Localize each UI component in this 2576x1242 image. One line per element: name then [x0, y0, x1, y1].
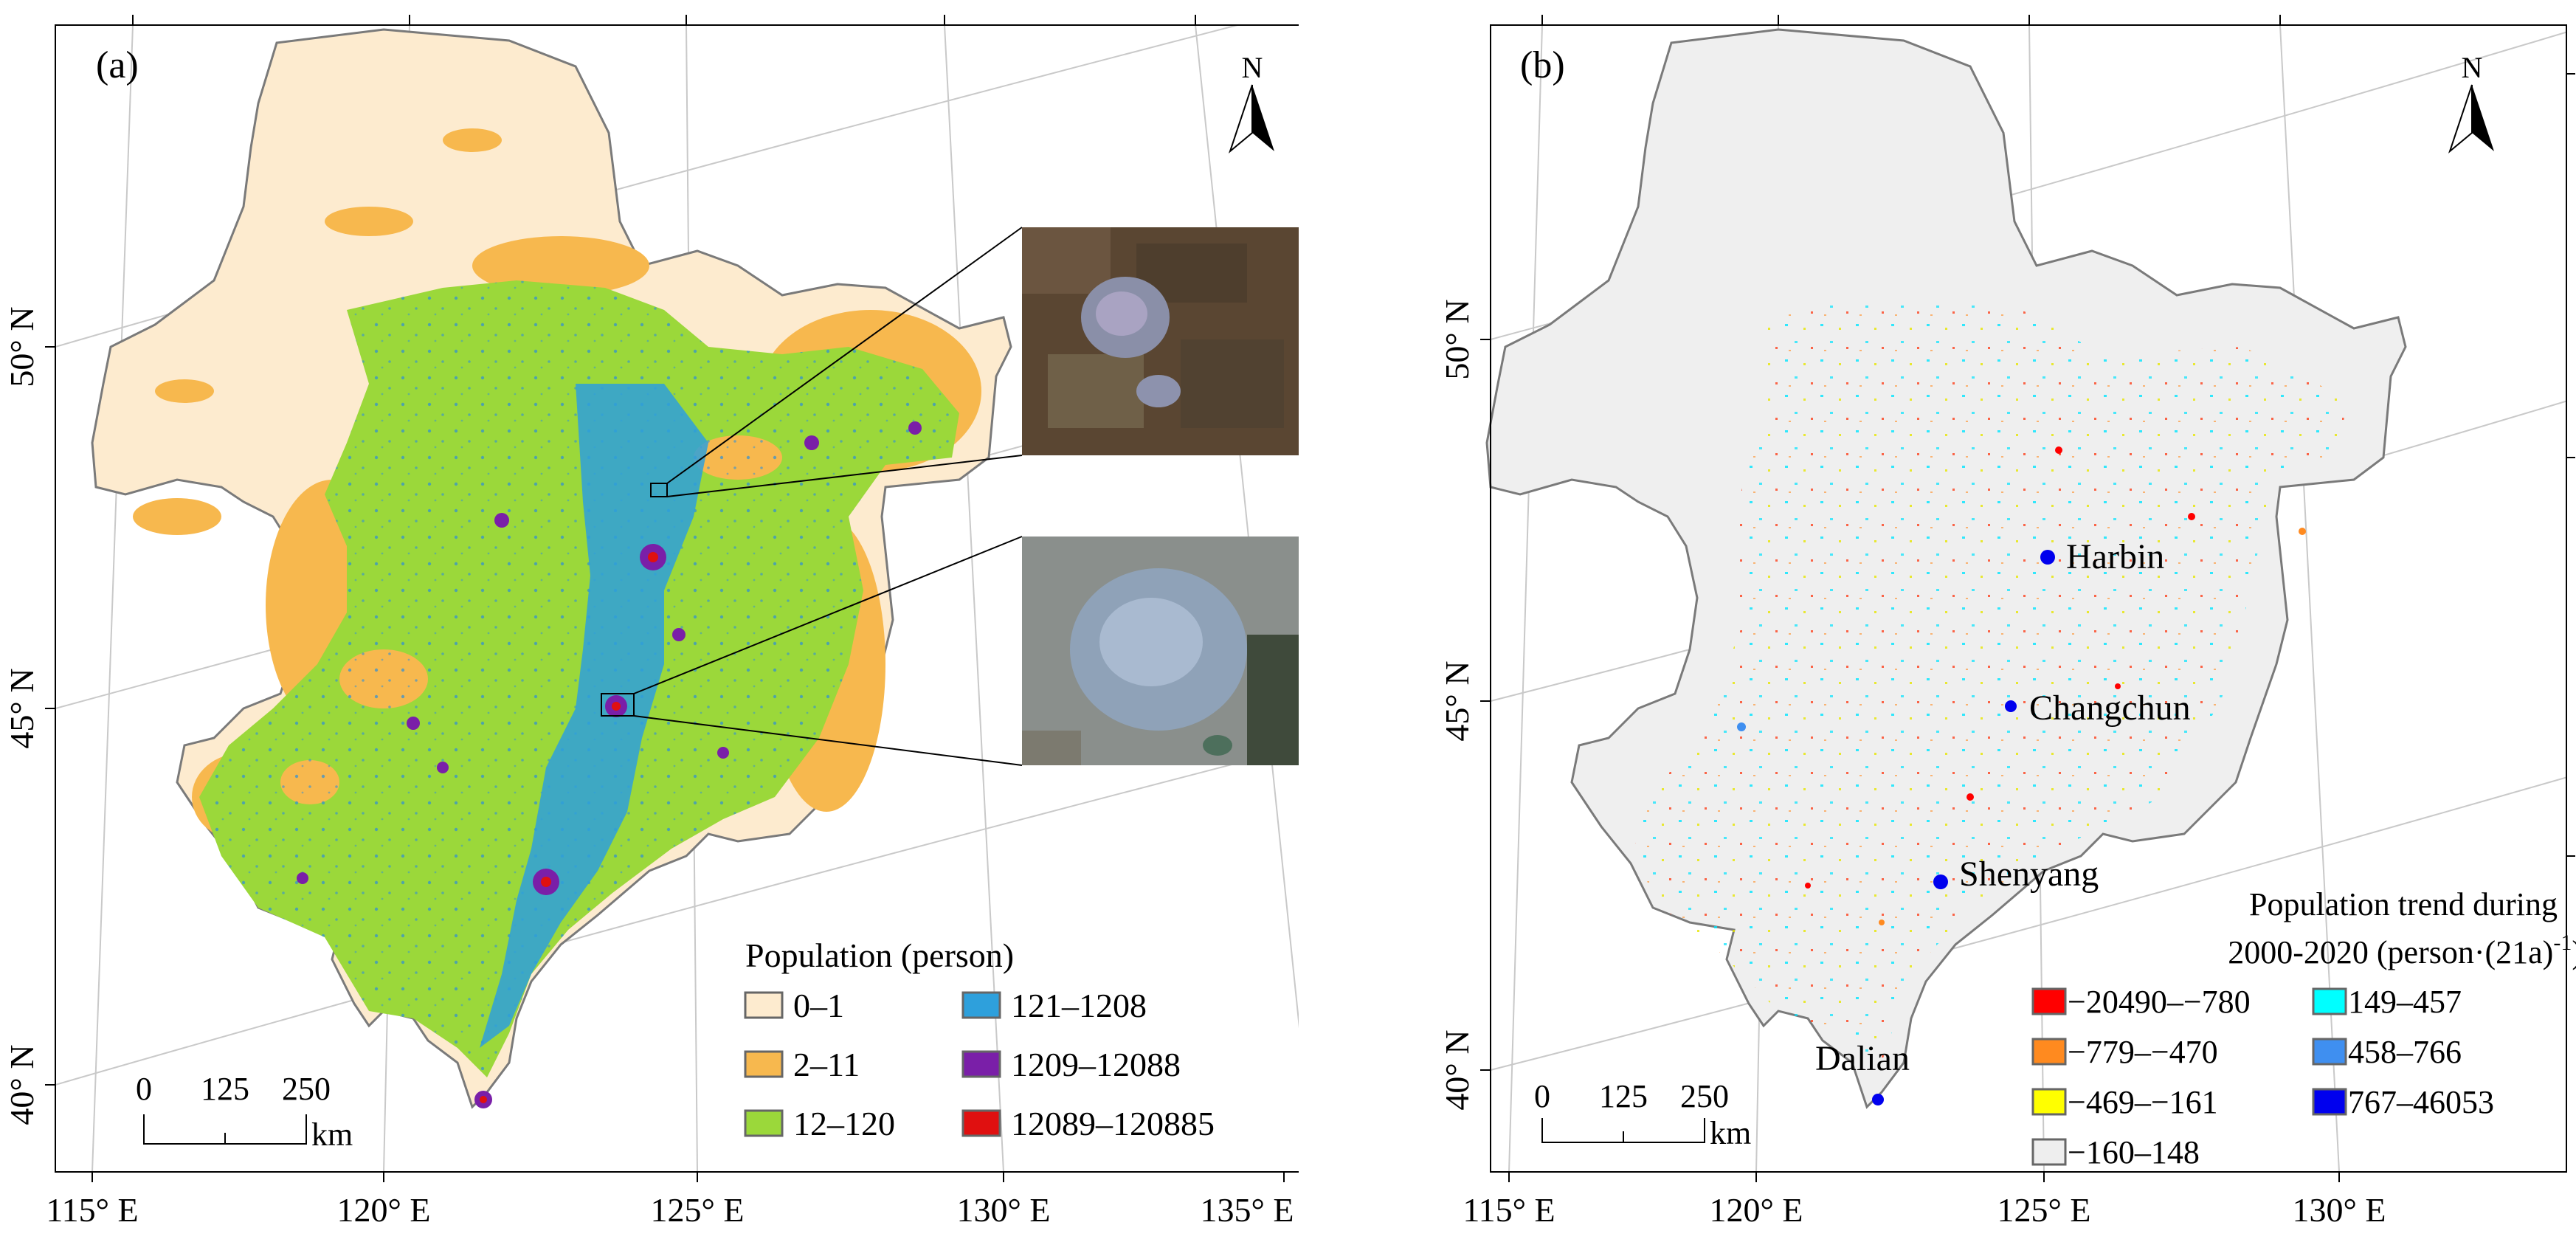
lat-label-45: 45° N: [1438, 660, 1476, 741]
legend-item: −20490–−780: [2031, 984, 2251, 1020]
lat-label-45: 45° N: [3, 668, 41, 748]
legend-label-5: 458–766: [2348, 1034, 2462, 1070]
legend-label-1: −779–−470: [2068, 1034, 2218, 1070]
legend-item: 1209–12088: [961, 1046, 1181, 1083]
scale-tick-250: 250: [1680, 1078, 1729, 1114]
legend-item: −469–−161: [2031, 1084, 2218, 1120]
legend: Population (person) 0–1 2–11 12–120 121–…: [744, 936, 1215, 1142]
lat-label-50: 50° N: [1438, 299, 1476, 379]
city-label-changchun: Changchun: [2029, 689, 2191, 728]
north-arrow: N: [1228, 51, 1274, 154]
zoom-indicators: [601, 227, 1023, 766]
legend-swatch-2: [2031, 1088, 2067, 1116]
legend-label-0: −20490–−780: [2068, 984, 2251, 1020]
legend-swatch-3: [2031, 1138, 2067, 1166]
legend-label-1: 2–11: [793, 1046, 860, 1083]
lon-label-120: 120° E: [337, 1191, 431, 1229]
lon-label-120: 120° E: [1710, 1191, 1803, 1229]
legend-label-4: 1209–12088: [1011, 1046, 1181, 1083]
legend-item: 149–457: [2312, 984, 2462, 1020]
scale-tick-0: 0: [1534, 1078, 1550, 1114]
city-label-dalian: Dalian: [1815, 1039, 1910, 1078]
panel-a-map: (a) N 50° N 45° N 40° N 115° E 120° E 12…: [3, 15, 1316, 1229]
legend: Population trend during 2000-2020 (perso…: [2031, 886, 2576, 1170]
legend-item: 12–120: [744, 1105, 895, 1142]
legend-swatch-5: [961, 1109, 1001, 1137]
lon-label-125: 125° E: [651, 1191, 745, 1229]
trend-city-hotspots: [1737, 446, 2306, 1105]
legend-title-line2: 2000-2020 (person·(21a)-1): [2228, 931, 2576, 970]
legend-label-0: 0–1: [793, 987, 844, 1024]
legend-item: −779–−470: [2031, 1034, 2218, 1070]
lon-label-115: 115° E: [1463, 1191, 1555, 1229]
panel-b: (b) N 50° N 45° N 40° N 115° E 120° E 12…: [1321, 0, 2576, 1238]
panel-label: (b): [1520, 44, 1565, 86]
scale-tick-125: 125: [201, 1071, 249, 1107]
lon-label-125: 125° E: [1997, 1191, 2091, 1229]
lon-label-115: 115° E: [46, 1191, 138, 1229]
population-map: [91, 28, 1012, 1108]
panel-a: (a) N 50° N 45° N 40° N 115° E 120° E 12…: [3, 15, 1316, 1229]
scale-tick-250: 250: [282, 1071, 331, 1107]
trend-map: [1485, 28, 2407, 1109]
legend-title-sup: -1: [2553, 931, 2572, 955]
frame-ticks: [1480, 15, 2575, 1182]
legend-item: 12089–120885: [961, 1105, 1215, 1142]
legend-swatch-1: [744, 1050, 784, 1078]
scale-unit: km: [1710, 1115, 1751, 1151]
legend-item: 458–766: [2312, 1034, 2462, 1070]
legend-item: 121–1208: [961, 987, 1147, 1024]
legend-label-6: 767–46053: [2348, 1084, 2494, 1120]
legend-item: 2–11: [744, 1046, 860, 1083]
city-label-harbin: Harbin: [2066, 537, 2164, 576]
legend-swatch-3: [961, 991, 1001, 1019]
legend-label-3: 121–1208: [1011, 987, 1147, 1024]
satellite-inset-2: [1022, 537, 1299, 765]
lat-label-40: 40° N: [1438, 1029, 1476, 1110]
legend-title-line1: Population trend during: [2249, 886, 2558, 922]
legend-label-4: 149–457: [2348, 984, 2462, 1020]
legend-label-2: −469–−161: [2068, 1084, 2218, 1120]
legend-label-2: 12–120: [793, 1105, 895, 1142]
legend-label-3: −160–148: [2068, 1134, 2200, 1170]
lat-label-50: 50° N: [3, 306, 41, 387]
legend-title-close: ): [2572, 934, 2576, 970]
lon-label-130: 130° E: [2293, 1191, 2386, 1229]
legend-item: 767–46053: [2312, 1084, 2494, 1120]
scale-bar: 0 125 250 km: [1534, 1078, 1751, 1151]
legend-swatch-0: [744, 991, 784, 1019]
north-label: N: [1242, 51, 1263, 84]
legend-swatch-4: [961, 1050, 1001, 1078]
legend-swatch-6: [2312, 1088, 2347, 1116]
panel-label: (a): [96, 44, 139, 86]
north-arrow: N: [2448, 51, 2494, 154]
lat-label-40: 40° N: [3, 1044, 41, 1125]
satellite-inset-1: [1022, 227, 1299, 455]
lon-label-130: 130° E: [957, 1191, 1051, 1229]
legend-swatch-1: [2031, 1038, 2067, 1066]
north-label: N: [2462, 51, 2483, 84]
city-hotspots: [297, 421, 922, 1108]
lon-label-135: 135° E: [1201, 1191, 1294, 1229]
legend-item: −160–148: [2031, 1134, 2200, 1170]
legend-swatch-4: [2312, 987, 2347, 1015]
scale-tick-125: 125: [1599, 1078, 1648, 1114]
legend-title-main: 2000-2020 (person·(21a): [2228, 934, 2553, 970]
scale-unit: km: [311, 1117, 353, 1153]
legend-label-5: 12089–120885: [1011, 1105, 1215, 1142]
city-label-shenyang: Shenyang: [1959, 855, 2099, 894]
legend-swatch-5: [2312, 1038, 2347, 1066]
legend-swatch-0: [2031, 987, 2067, 1015]
legend-item: 0–1: [744, 987, 844, 1024]
legend-swatch-2: [744, 1109, 784, 1137]
panel-b-map: (b) N 50° N 45° N 40° N 115° E 120° E 12…: [1438, 15, 2576, 1229]
scale-tick-0: 0: [136, 1071, 152, 1107]
scale-bar: 0 125 250 km: [136, 1071, 353, 1153]
legend-title: Population (person): [745, 936, 1014, 974]
